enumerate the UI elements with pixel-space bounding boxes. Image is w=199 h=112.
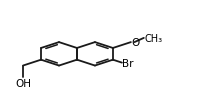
Text: OH: OH	[15, 78, 31, 88]
Text: Br: Br	[122, 58, 134, 68]
Text: CH₃: CH₃	[144, 34, 163, 43]
Text: O: O	[132, 38, 140, 48]
